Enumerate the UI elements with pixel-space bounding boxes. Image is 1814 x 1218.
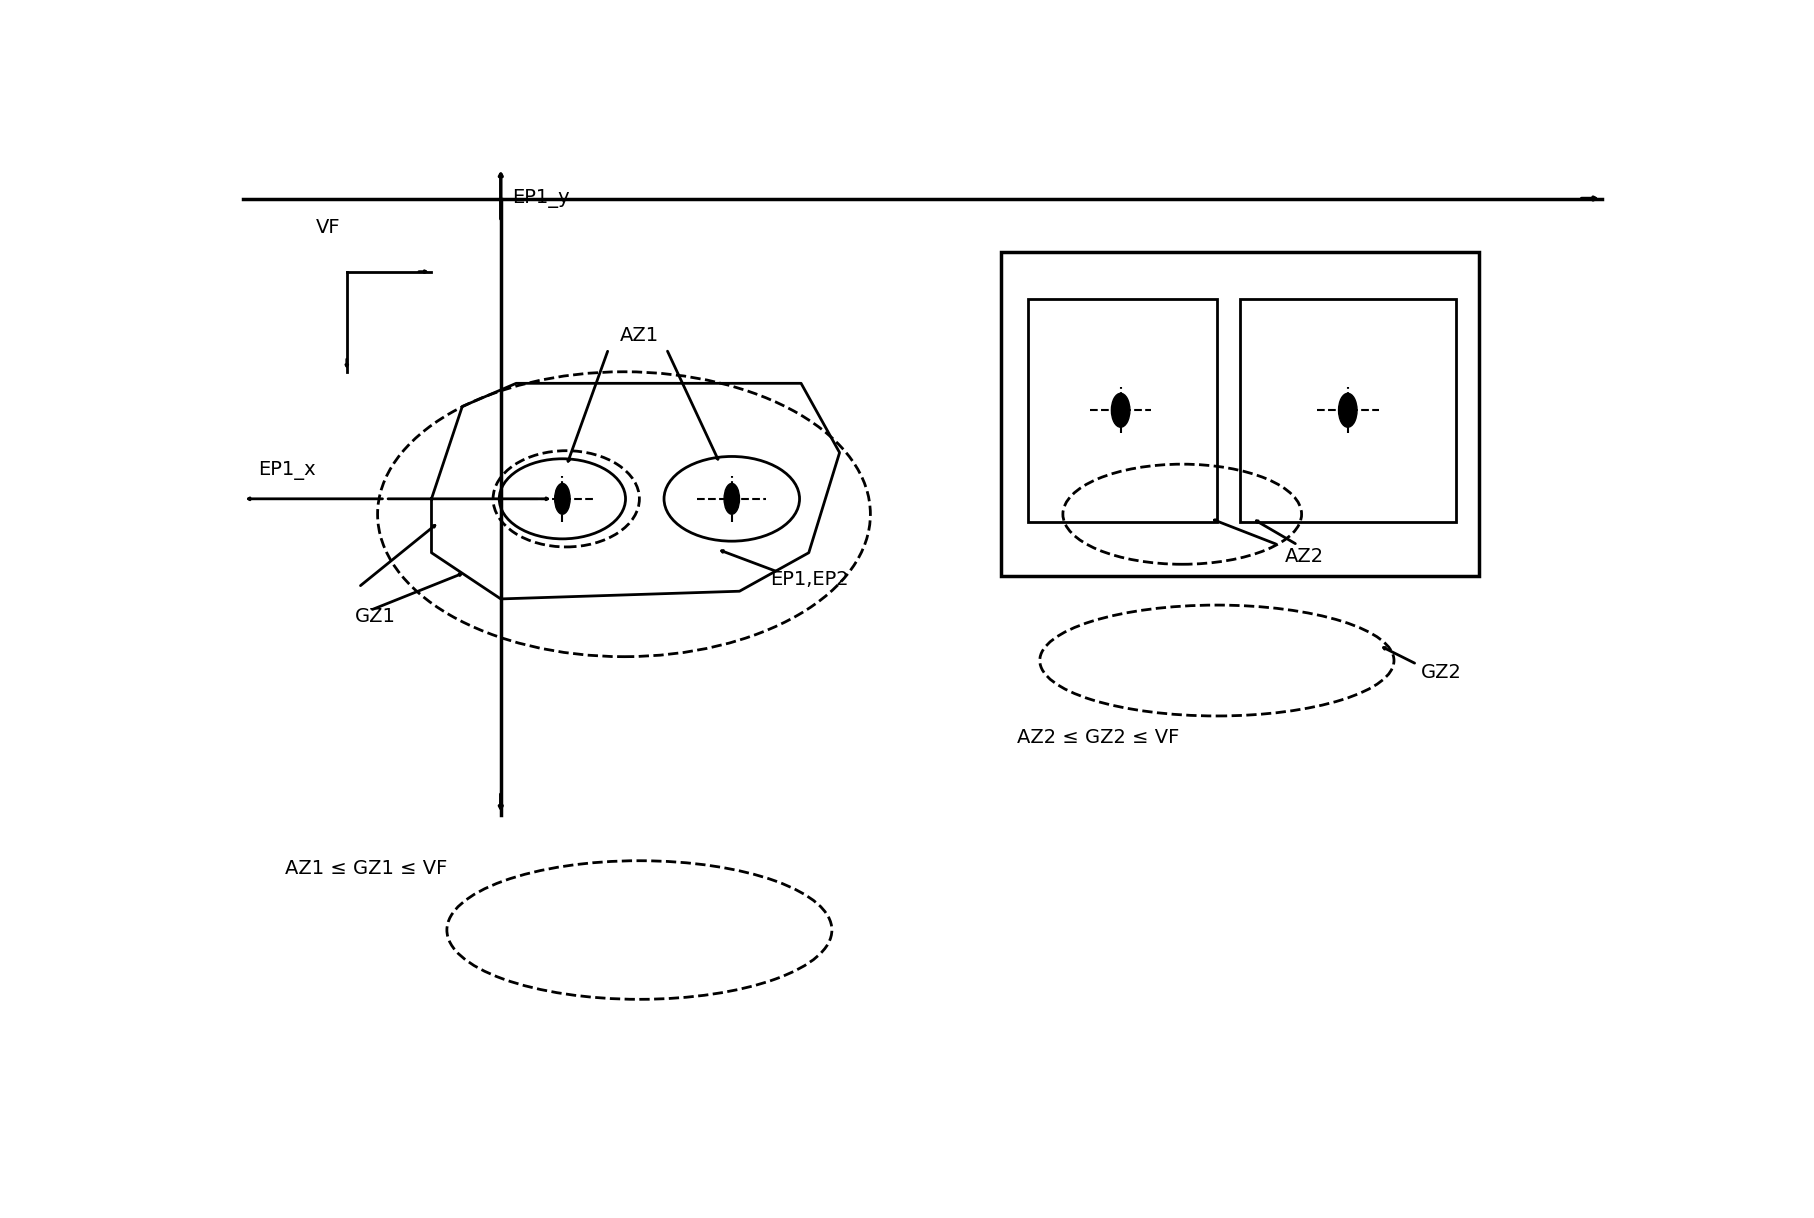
- Text: AZ1 ≤ GZ1 ≤ VF: AZ1 ≤ GZ1 ≤ VF: [285, 859, 448, 878]
- Bar: [1241, 298, 1455, 523]
- Text: AZ2: AZ2: [1284, 547, 1324, 566]
- Ellipse shape: [724, 484, 740, 514]
- Text: EP1,EP2: EP1,EP2: [771, 570, 849, 590]
- Text: VF: VF: [316, 218, 341, 238]
- Ellipse shape: [555, 484, 570, 514]
- Text: GZ2: GZ2: [1420, 663, 1462, 682]
- Ellipse shape: [1112, 393, 1130, 428]
- Bar: [1001, 252, 1478, 576]
- Text: AZ2 ≤ GZ2 ≤ VF: AZ2 ≤ GZ2 ≤ VF: [1016, 728, 1179, 747]
- Text: EP1_x: EP1_x: [258, 460, 316, 480]
- Text: GZ1: GZ1: [354, 607, 395, 626]
- Ellipse shape: [1339, 393, 1357, 428]
- Text: EP1_y: EP1_y: [512, 189, 570, 208]
- Text: AZ1: AZ1: [620, 326, 658, 345]
- Bar: [1029, 298, 1217, 523]
